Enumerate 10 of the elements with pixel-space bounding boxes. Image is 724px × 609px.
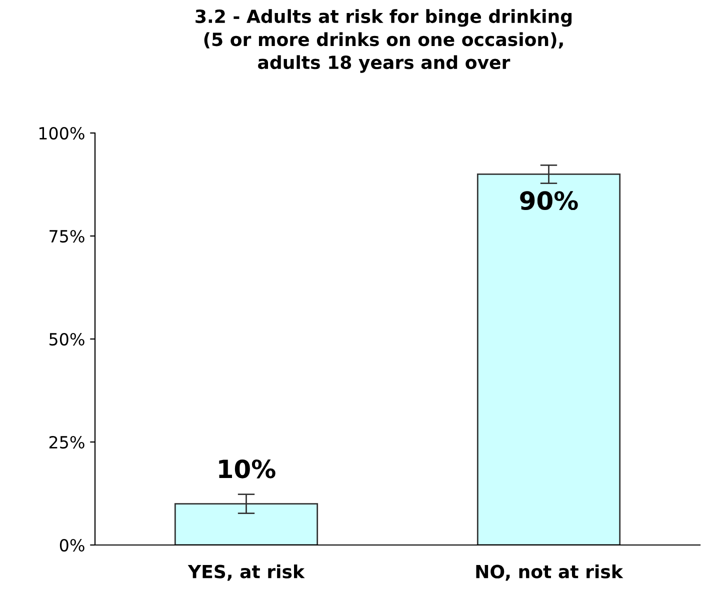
y-tick-label: 50% bbox=[50, 332, 84, 346]
data-label: 10% bbox=[219, 459, 276, 478]
data-label: 90% bbox=[520, 191, 578, 210]
x-tick-label: NO, not at risk bbox=[476, 564, 624, 581]
x-tick-label: YES, at risk bbox=[188, 564, 305, 581]
y-tick-label: 75% bbox=[50, 230, 84, 243]
y-tick-label: 0% bbox=[60, 538, 84, 552]
y-tick-label: 100% bbox=[39, 126, 84, 140]
y-tick-label: 25% bbox=[49, 436, 84, 449]
chart-title: 3.2 - Adults at risk for binge drinking (5 or more drinks on one occasion), adults 18 years and over bbox=[196, 9, 572, 73]
